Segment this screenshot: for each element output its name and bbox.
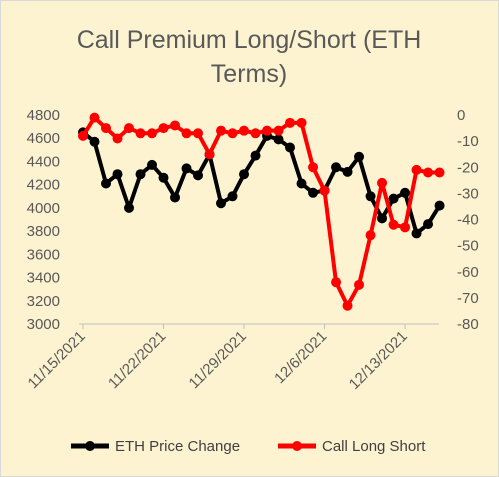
y-right-tick-label: -20: [457, 159, 479, 176]
y-left-tick-label: 3800: [27, 223, 60, 240]
data-point-eth-price-change: [193, 170, 204, 181]
y-left-tick-label: 3000: [27, 316, 60, 333]
legend-call-marker: [292, 441, 302, 451]
data-point-eth-price-change: [331, 162, 342, 173]
data-point-eth-price-change: [135, 169, 146, 180]
data-point-call-long-short: [101, 123, 112, 134]
data-point-eth-price-change: [227, 191, 238, 202]
data-point-eth-price-change: [388, 193, 399, 204]
data-point-call-long-short: [250, 128, 261, 139]
y-right-tick-label: -50: [457, 238, 479, 255]
data-point-call-long-short: [78, 130, 88, 141]
data-point-eth-price-change: [216, 198, 227, 209]
data-point-call-long-short: [227, 128, 238, 139]
legend: ETH Price Change Call Long Short: [71, 438, 426, 455]
x-tick-label: 11/15/2021: [25, 328, 89, 392]
y-right-tick-label: 0: [457, 107, 465, 124]
data-point-eth-price-change: [285, 142, 296, 153]
chart-title-line-1: Call Premium Long/Short (ETH: [77, 26, 422, 54]
data-point-eth-price-change: [273, 134, 284, 145]
data-point-call-long-short: [331, 277, 342, 288]
data-point-eth-price-change: [89, 136, 100, 147]
data-point-eth-price-change: [124, 202, 135, 213]
y-left-tick-label: 3600: [27, 246, 60, 263]
y-left-tick-label: 4200: [27, 177, 60, 194]
data-point-call-long-short: [285, 117, 296, 128]
x-tick-label: 11/29/2021: [186, 328, 250, 392]
data-point-eth-price-change: [411, 228, 422, 239]
data-point-eth-price-change: [342, 166, 353, 177]
data-point-eth-price-change: [377, 213, 388, 224]
data-point-eth-price-change: [170, 192, 181, 203]
data-point-call-long-short: [147, 128, 158, 139]
x-tick-label: 12/13/2021: [346, 328, 411, 393]
y-left-tick-label: 4800: [27, 107, 60, 124]
data-point-call-long-short: [193, 128, 204, 139]
data-point-eth-price-change: [423, 219, 434, 230]
x-tick-label: 12/6/2021: [271, 328, 330, 387]
data-point-call-long-short: [216, 125, 227, 136]
legend-eth-marker: [85, 441, 95, 451]
data-point-eth-price-change: [365, 191, 376, 202]
data-point-call-long-short: [89, 112, 100, 123]
data-point-call-long-short: [170, 120, 181, 131]
chart-title-line-2: Terms): [211, 60, 287, 88]
data-point-call-long-short: [319, 185, 330, 196]
y-left-tick-label: 3400: [27, 270, 60, 287]
data-point-eth-price-change: [147, 159, 158, 170]
data-point-call-long-short: [262, 125, 273, 136]
y-right-tick-label: -10: [457, 133, 479, 150]
data-point-eth-price-change: [434, 200, 445, 211]
data-point-eth-price-change: [296, 178, 307, 189]
data-point-call-long-short: [423, 167, 434, 178]
data-point-call-long-short: [296, 117, 307, 128]
data-point-eth-price-change: [308, 187, 319, 198]
data-point-call-long-short: [181, 128, 192, 139]
data-point-eth-price-change: [400, 187, 411, 198]
y-right-tick-label: -60: [457, 264, 479, 281]
data-point-call-long-short: [273, 125, 284, 136]
y-right-tick-label: -80: [457, 316, 479, 333]
data-point-call-long-short: [342, 300, 353, 311]
data-point-call-long-short: [204, 149, 215, 160]
y-left-tick-label: 4600: [27, 130, 60, 147]
data-point-call-long-short: [158, 123, 169, 134]
data-point-call-long-short: [411, 164, 422, 175]
data-point-call-long-short: [388, 219, 399, 230]
data-point-call-long-short: [135, 128, 146, 139]
data-point-eth-price-change: [354, 151, 365, 162]
data-point-eth-price-change: [181, 163, 192, 174]
data-point-eth-price-change: [101, 178, 112, 189]
y-left-tick-label: 3200: [27, 293, 60, 310]
data-point-call-long-short: [400, 222, 411, 233]
data-point-eth-price-change: [239, 169, 250, 180]
data-point-call-long-short: [124, 123, 135, 134]
y-right-tick-label: -70: [457, 290, 479, 307]
data-point-call-long-short: [112, 133, 123, 144]
data-point-call-long-short: [365, 230, 376, 241]
data-point-call-long-short: [377, 177, 388, 188]
y-right-tick-label: -30: [457, 185, 479, 202]
legend-call-label: Call Long Short: [322, 438, 426, 455]
y-right-tick-label: -40: [457, 212, 479, 229]
data-point-eth-price-change: [112, 169, 123, 180]
y-left-tick-label: 4000: [27, 200, 60, 217]
legend-eth-label: ETH Price Change: [115, 438, 240, 455]
axes-layer: 3000 3200 3400 3600 3800 4000 4200 4400 4600 4800…: [25, 107, 479, 393]
data-point-eth-price-change: [250, 150, 261, 161]
data-point-call-long-short: [308, 162, 319, 173]
y-left-tick-label: 4400: [27, 153, 60, 170]
data-point-call-long-short: [434, 167, 445, 178]
data-point-call-long-short: [354, 279, 365, 290]
series-layer: [78, 112, 445, 311]
data-point-eth-price-change: [158, 172, 169, 183]
data-point-call-long-short: [239, 125, 250, 136]
x-tick-label: 11/22/2021: [105, 328, 169, 392]
